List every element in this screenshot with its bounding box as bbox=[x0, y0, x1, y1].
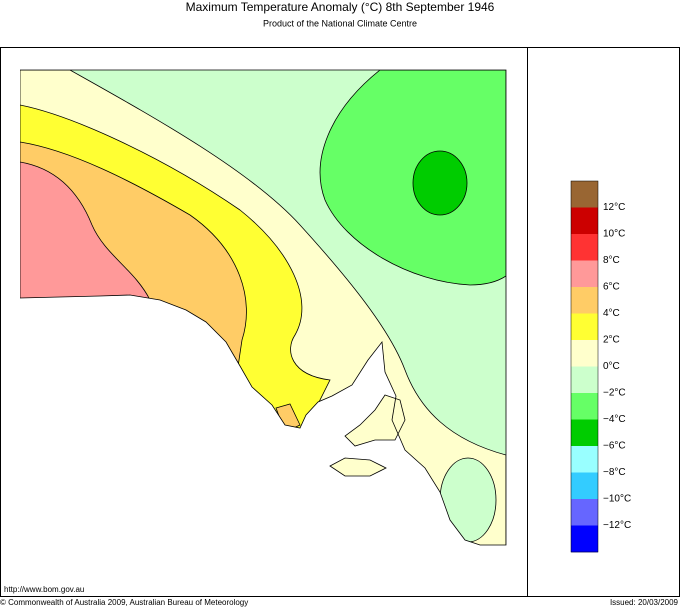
legend-label: 6°C bbox=[603, 282, 620, 293]
legend-label: 4°C bbox=[603, 308, 620, 319]
legend-label: −6°C bbox=[603, 441, 626, 452]
legend-label: −10°C bbox=[603, 494, 631, 505]
title: Maximum Temperature Anomaly (°C) 8th Sep… bbox=[186, 0, 495, 14]
zone-6 bbox=[20, 161, 151, 301]
legend-label: 10°C bbox=[603, 229, 625, 240]
legend-label: −4°C bbox=[603, 414, 626, 425]
legend-swatch bbox=[571, 446, 598, 473]
legend-swatch bbox=[571, 234, 598, 261]
legend-swatch bbox=[571, 207, 598, 235]
zone-minus6 bbox=[412, 150, 468, 216]
anomaly-map bbox=[20, 70, 506, 545]
legend-swatch bbox=[571, 340, 598, 367]
legend-swatch bbox=[571, 260, 598, 288]
subtitle: Product of the National Climate Centre bbox=[263, 18, 417, 28]
legend-swatch bbox=[571, 499, 598, 526]
legend-label: 2°C bbox=[603, 335, 620, 346]
coastline bbox=[19, 69, 507, 546]
legend-label: −2°C bbox=[603, 388, 626, 399]
legend-label: 8°C bbox=[603, 255, 620, 266]
zone-minus2 bbox=[439, 457, 497, 543]
legend-swatch bbox=[571, 287, 598, 314]
legend-label: −8°C bbox=[603, 467, 626, 478]
legend-swatch bbox=[571, 525, 598, 553]
legend-label: 12°C bbox=[603, 202, 625, 213]
legend-swatch bbox=[571, 472, 598, 500]
legend-swatch bbox=[571, 313, 598, 341]
legend: 12°C 10°C 8°C 6°C 4°C 2°C 0°C −2°C −4°C −6°C −8°C −… bbox=[570, 180, 631, 553]
legend-swatch bbox=[571, 393, 598, 420]
issued: Issued: 20/03/2009 bbox=[610, 598, 679, 607]
legend-label: 0°C bbox=[603, 361, 620, 372]
legend-border bbox=[570, 180, 599, 553]
legend-swatch bbox=[571, 366, 598, 394]
copyright: © Commonwealth of Australia 2009, Austra… bbox=[0, 598, 248, 607]
legend-swatch bbox=[571, 419, 598, 447]
url: http://www.bom.gov.au bbox=[4, 585, 84, 594]
legend-label: −12°C bbox=[603, 520, 631, 531]
legend-swatch bbox=[571, 181, 598, 208]
